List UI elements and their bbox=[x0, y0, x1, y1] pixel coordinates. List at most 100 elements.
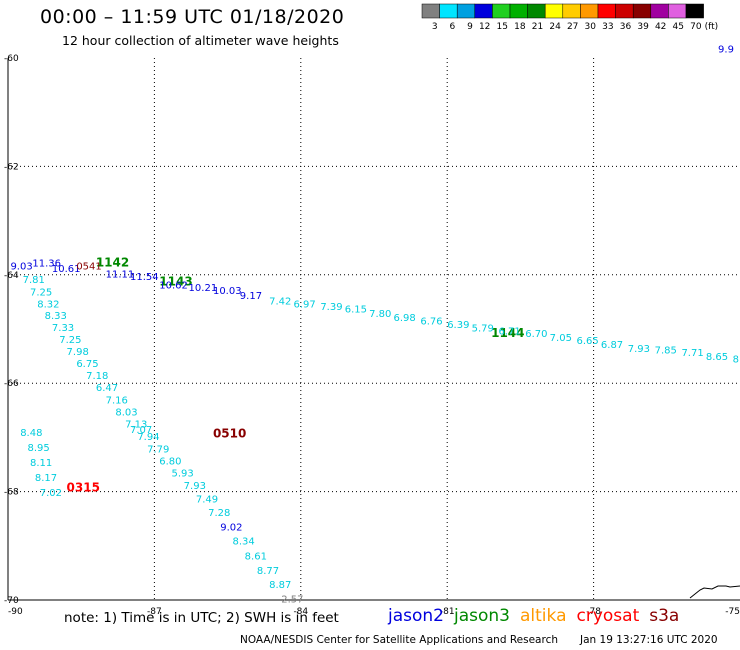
wave-height-label: 6.15 bbox=[345, 305, 367, 316]
x-tick-label: -90 bbox=[8, 607, 23, 617]
wave-height-label: 10.62 bbox=[159, 280, 188, 291]
colorbar-swatch bbox=[527, 3, 546, 19]
footer-credit: NOAA/NESDIS Center for Satellite Applica… bbox=[240, 634, 558, 646]
colorbar-unit: (ft) bbox=[705, 22, 719, 32]
wave-height-label: 9.17 bbox=[240, 291, 262, 302]
colorbar-swatch bbox=[509, 3, 528, 19]
wave-height-label: 10.03 bbox=[213, 286, 242, 297]
wave-height-label: 7.07 bbox=[130, 425, 152, 436]
chart-subtitle: 12 hour collection of altimeter wave hei… bbox=[62, 33, 339, 48]
wave-height-label: 8.34 bbox=[232, 537, 254, 548]
wave-height-label: 6.97 bbox=[293, 299, 315, 310]
colorbar-label: 42 bbox=[655, 22, 666, 32]
wave-height-label: 11.11 bbox=[106, 270, 135, 281]
colorbar-label: 18 bbox=[514, 22, 526, 32]
wave-height-label: 11.54 bbox=[130, 272, 159, 283]
wave-height-label: 7.71 bbox=[681, 348, 703, 359]
colorbar-label: 24 bbox=[549, 22, 561, 32]
wave-height-label: 8.11 bbox=[30, 458, 52, 469]
legend-entry-altika: altika bbox=[520, 606, 567, 626]
colorbar-swatch bbox=[668, 3, 687, 19]
colorbar-swatch bbox=[597, 3, 616, 19]
wave-height-label: 8.87 bbox=[269, 580, 291, 591]
chart-title: 00:00 – 11:59 UTC 01/18/2020 bbox=[40, 6, 345, 28]
wave-height-label: 9.9 bbox=[718, 45, 734, 56]
colorbar-label: 45 bbox=[673, 22, 684, 32]
wave-height-label: 9.03 bbox=[10, 261, 32, 272]
wave-height-label: 8.17 bbox=[35, 473, 57, 484]
colorbar-swatch bbox=[492, 3, 511, 19]
wave-height-label: 7.79 bbox=[147, 445, 169, 456]
legend-entry-jason2: jason2 bbox=[388, 606, 444, 626]
wave-height-label: 5.79 bbox=[472, 324, 494, 335]
colorbar-swatch bbox=[580, 3, 599, 19]
wave-height-label: 7.81 bbox=[23, 275, 45, 286]
colorbar-label: 70 bbox=[690, 22, 702, 32]
wave-height-label: 0541 bbox=[76, 261, 101, 272]
wave-height-label: 6.98 bbox=[394, 313, 416, 324]
wave-height-label: 2.57 bbox=[281, 595, 303, 606]
wave-height-label: 7.94 bbox=[137, 432, 159, 443]
colorbar-swatch bbox=[421, 3, 440, 19]
wave-height-label: 8.32 bbox=[37, 299, 59, 310]
wave-height-label: 8.03 bbox=[115, 408, 137, 419]
wave-height-label: 7.93 bbox=[184, 481, 206, 492]
coastline bbox=[689, 585, 740, 599]
wave-height-label: 7.39 bbox=[320, 302, 342, 313]
colorbar-label: 33 bbox=[602, 22, 613, 32]
pass-label: 1144 bbox=[491, 326, 524, 340]
legend-entry-cryosat: cryosat bbox=[576, 606, 640, 626]
wave-height-label: 8.61 bbox=[245, 551, 267, 562]
wave-height-label: 7.28 bbox=[208, 508, 230, 519]
colorbar-swatch bbox=[439, 3, 458, 19]
colorbar-label: 12 bbox=[479, 22, 490, 32]
wave-height-label: 10.21 bbox=[189, 283, 218, 294]
colorbar-swatch bbox=[685, 3, 704, 19]
wave-height-label: 7.93 bbox=[628, 344, 650, 355]
colorbar-label: 30 bbox=[585, 22, 597, 32]
colorbar-label: 27 bbox=[567, 22, 578, 32]
wave-height-label: 6.70 bbox=[525, 329, 547, 340]
wave-height-label: 7.25 bbox=[59, 335, 81, 346]
y-tick-label: -66 bbox=[4, 379, 19, 389]
wave-height-label: 8.77 bbox=[257, 566, 279, 577]
colorbar-swatch bbox=[474, 3, 493, 19]
wave-height-label: 9.02 bbox=[220, 523, 242, 534]
wave-height-label: 6.71 bbox=[498, 326, 520, 337]
wave-height-label: 7.16 bbox=[106, 395, 128, 406]
colorbar-label: 3 bbox=[432, 22, 438, 32]
wave-height-label: 7.13 bbox=[125, 420, 147, 431]
wave-height-label: 6.65 bbox=[577, 336, 599, 347]
x-tick-label: -84 bbox=[293, 607, 308, 617]
wave-height-label: 7.33 bbox=[52, 323, 74, 334]
wave-height-label: 8.95 bbox=[28, 443, 50, 454]
legend-entry-s3a: s3a bbox=[649, 606, 680, 626]
x-tick-label: -78 bbox=[586, 607, 601, 617]
colorbar-swatch bbox=[632, 3, 652, 19]
wave-height-label: 6.39 bbox=[447, 320, 469, 331]
wave-height-label: 11.36 bbox=[32, 259, 61, 270]
wave-height-label: 7.02 bbox=[40, 488, 62, 499]
wave-height-label: 7.80 bbox=[369, 309, 391, 320]
y-tick-label: -64 bbox=[4, 271, 19, 281]
colorbar-label: 39 bbox=[637, 22, 649, 32]
wave-height-label: 6.87 bbox=[601, 340, 623, 351]
wave-height-label: 6.47 bbox=[96, 383, 118, 394]
colorbar-label: 6 bbox=[449, 22, 455, 32]
wave-height-label: 10.61 bbox=[52, 264, 81, 275]
y-tick-label: -62 bbox=[4, 162, 19, 172]
wave-height-label: 6.75 bbox=[76, 359, 98, 370]
wave-height-label: 7.18 bbox=[86, 371, 108, 382]
colorbar-swatch bbox=[456, 3, 476, 19]
y-tick-label: -70 bbox=[4, 596, 19, 606]
colorbar-label: 21 bbox=[532, 22, 543, 32]
pass-label: 1143 bbox=[159, 275, 192, 289]
colorbar-swatch bbox=[544, 3, 564, 19]
wave-height-label: 6.76 bbox=[420, 317, 442, 328]
x-tick-label: -81 bbox=[440, 607, 455, 617]
wave-height-label: 8.33 bbox=[45, 311, 67, 322]
y-tick-label: -60 bbox=[4, 54, 19, 64]
footer-note: note: 1) Time is in UTC; 2) SWH is in fe… bbox=[64, 610, 339, 626]
pass-label: 0315 bbox=[67, 481, 100, 495]
